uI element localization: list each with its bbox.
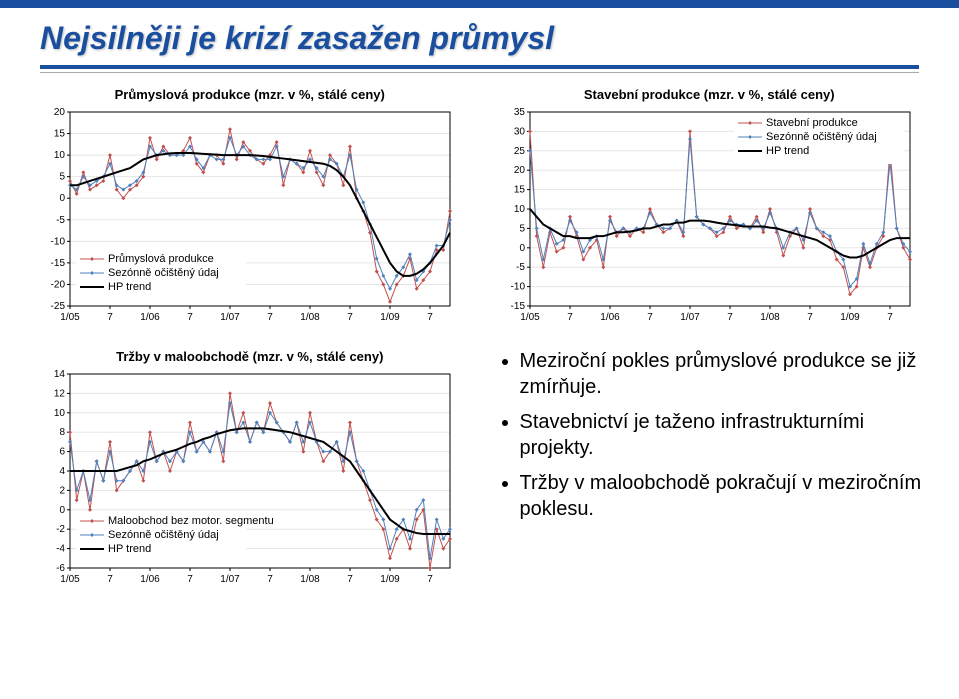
svg-text:7: 7 — [267, 312, 273, 323]
svg-text:7: 7 — [807, 312, 813, 323]
svg-text:7: 7 — [347, 312, 353, 323]
svg-text:1/09: 1/09 — [840, 312, 860, 323]
top-accent-bar — [0, 0, 959, 8]
svg-text:-10: -10 — [510, 282, 525, 293]
svg-text:5: 5 — [519, 223, 525, 234]
svg-text:7: 7 — [187, 312, 193, 323]
chart1: -25 -20 -15 -10 -5 0 5 10 15 20 1/05 7 1/06 7 1/07 7 1/0… — [36, 106, 464, 326]
svg-text:5: 5 — [59, 172, 65, 183]
svg-text:-20: -20 — [51, 279, 66, 290]
svg-text:0: 0 — [59, 505, 65, 516]
bullet-item: Tržby v maloobchodě pokračují v meziročn… — [520, 471, 924, 522]
svg-text:-15: -15 — [51, 258, 66, 269]
svg-text:1/05: 1/05 — [520, 312, 540, 323]
svg-text:15: 15 — [54, 129, 66, 140]
svg-text:7: 7 — [107, 574, 113, 585]
svg-text:14: 14 — [54, 369, 66, 380]
bullet-list: Meziroční pokles průmyslové produkce se … — [496, 349, 924, 523]
chart3-title: Tržby v maloobchodě (mzr. v %, stálé cen… — [36, 349, 464, 364]
title-area: Nejsilněji je krizí zasažen průmysl — [0, 8, 959, 59]
svg-text:10: 10 — [54, 150, 66, 161]
svg-text:7: 7 — [887, 312, 893, 323]
svg-text:1/08: 1/08 — [760, 312, 780, 323]
svg-text:Maloobchod bez motor. segmentu: Maloobchod bez motor. segmentu — [108, 515, 274, 527]
svg-text:10: 10 — [513, 204, 525, 215]
svg-text:7: 7 — [187, 574, 193, 585]
svg-text:-6: -6 — [56, 563, 65, 574]
svg-text:7: 7 — [347, 574, 353, 585]
svg-text:Průmyslová produkce: Průmyslová produkce — [108, 253, 214, 265]
svg-text:35: 35 — [513, 107, 525, 118]
bullet-item: Meziroční pokles průmyslové produkce se … — [520, 349, 924, 400]
svg-text:7: 7 — [107, 312, 113, 323]
svg-text:1/06: 1/06 — [140, 312, 160, 323]
svg-text:HP trend: HP trend — [766, 145, 809, 157]
svg-text:10: 10 — [54, 408, 66, 419]
svg-text:1/08: 1/08 — [300, 312, 320, 323]
svg-text:1/07: 1/07 — [220, 312, 240, 323]
svg-text:1/07: 1/07 — [680, 312, 700, 323]
svg-text:Sezónně očištěný údaj: Sezónně očištěný údaj — [766, 131, 877, 143]
svg-text:-4: -4 — [56, 544, 65, 555]
chart1-cell: Průmyslová produkce (mzr. v %, stálé cen… — [36, 87, 464, 331]
svg-text:1/05: 1/05 — [60, 574, 80, 585]
horizontal-rule-thick — [40, 65, 919, 69]
svg-text:7: 7 — [267, 574, 273, 585]
svg-text:12: 12 — [54, 388, 66, 399]
svg-text:Stavební produkce: Stavební produkce — [766, 117, 858, 129]
svg-text:1/07: 1/07 — [220, 574, 240, 585]
page-title: Nejsilněji je krizí zasažen průmysl — [40, 20, 919, 57]
svg-text:HP trend: HP trend — [108, 543, 151, 555]
svg-text:1/09: 1/09 — [380, 312, 400, 323]
svg-text:-10: -10 — [51, 236, 66, 247]
svg-text:-5: -5 — [56, 215, 65, 226]
svg-text:0: 0 — [519, 243, 525, 254]
svg-text:Sezónně očištěný údaj: Sezónně očištěný údaj — [108, 267, 219, 279]
row-1: Průmyslová produkce (mzr. v %, stálé cen… — [0, 73, 959, 331]
svg-text:1/08: 1/08 — [300, 574, 320, 585]
svg-text:4: 4 — [59, 466, 65, 477]
svg-text:15: 15 — [513, 185, 525, 196]
svg-text:0: 0 — [59, 193, 65, 204]
svg-text:8: 8 — [59, 427, 65, 438]
svg-text:7: 7 — [727, 312, 733, 323]
chart2: -15 -10 -5 0 5 10 15 20 25 30 35 1/05 7 1/06 7 1/07 7 1/0… — [496, 106, 924, 326]
svg-text:-25: -25 — [51, 301, 66, 312]
svg-text:6: 6 — [59, 447, 65, 458]
svg-text:-5: -5 — [516, 262, 525, 273]
svg-text:HP trend: HP trend — [108, 281, 151, 293]
bullets-cell: Meziroční pokles průmyslové produkce se … — [496, 349, 924, 593]
svg-text:20: 20 — [513, 165, 525, 176]
svg-text:20: 20 — [54, 107, 66, 118]
svg-text:-15: -15 — [510, 301, 525, 312]
svg-text:1/09: 1/09 — [380, 574, 400, 585]
svg-text:2: 2 — [59, 485, 65, 496]
chart3-cell: Tržby v maloobchodě (mzr. v %, stálé cen… — [36, 349, 464, 593]
svg-text:25: 25 — [513, 146, 525, 157]
svg-text:1/06: 1/06 — [600, 312, 620, 323]
svg-text:1/05: 1/05 — [60, 312, 80, 323]
svg-text:7: 7 — [567, 312, 573, 323]
bullet-item: Stavebnictví je taženo infrastrukturními… — [520, 410, 924, 461]
svg-text:7: 7 — [647, 312, 653, 323]
row-2: Tržby v maloobchodě (mzr. v %, stálé cen… — [0, 331, 959, 593]
chart3: -6 -4 -2 0 2 4 6 8 10 12 14 1/05 7 1/06 7 1/07 7 1/08 7 1/0… — [36, 368, 464, 588]
chart1-title: Průmyslová produkce (mzr. v %, stálé cen… — [36, 87, 464, 102]
svg-text:1/06: 1/06 — [140, 574, 160, 585]
svg-text:30: 30 — [513, 126, 525, 137]
svg-text:Sezónně očištěný údaj: Sezónně očištěný údaj — [108, 529, 219, 541]
chart2-title: Stavební produkce (mzr. v %, stálé ceny) — [496, 87, 924, 102]
chart2-cell: Stavební produkce (mzr. v %, stálé ceny)… — [496, 87, 924, 331]
svg-text:7: 7 — [427, 574, 433, 585]
svg-text:-2: -2 — [56, 524, 65, 535]
svg-text:7: 7 — [427, 312, 433, 323]
